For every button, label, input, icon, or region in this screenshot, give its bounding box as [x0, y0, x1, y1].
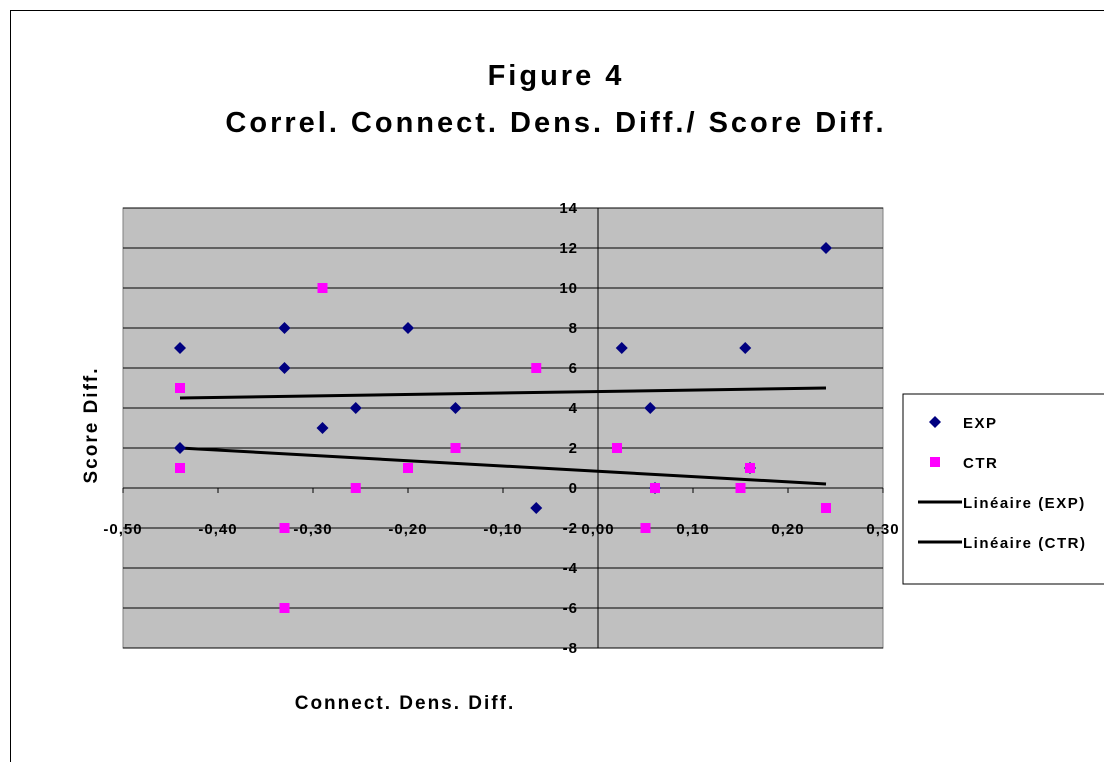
exp-point [449, 402, 462, 414]
y-tick-label: -8 [563, 640, 578, 657]
x-tick-label: -0,40 [198, 521, 237, 538]
x-tick-label: -0,10 [483, 521, 522, 538]
y-tick-label: 6 [569, 360, 578, 377]
y-tick-label: 2 [569, 440, 578, 457]
ctr-point [650, 483, 660, 493]
ctr-point [317, 283, 328, 293]
y-tick-label: 8 [569, 320, 578, 337]
ctr-point [175, 383, 185, 393]
exp-point [349, 402, 362, 414]
exp-point [174, 442, 186, 454]
y-tick-label: -4 [563, 560, 578, 577]
ctr-point [821, 503, 831, 513]
y-tick-label: 4 [569, 400, 578, 417]
y-tick-label: -2 [563, 520, 578, 537]
y-tick-label: 14 [559, 200, 578, 217]
chart-subtitle: Correl. Connect. Dens. Diff./ Score Diff… [225, 107, 886, 139]
data-points [174, 242, 832, 613]
trendlines [179, 386, 827, 486]
exp-point [615, 342, 628, 354]
exp-point [402, 322, 414, 334]
y-tick-label: 12 [559, 240, 578, 257]
ctr-point [350, 483, 361, 493]
ctr-point [279, 523, 290, 533]
exp-point [644, 402, 657, 414]
exp-point [820, 242, 832, 254]
ctr-point [175, 463, 185, 473]
ctr-point [450, 443, 461, 453]
legend-label: EXP [963, 415, 998, 432]
ctr-point [279, 603, 290, 613]
exp-point [530, 502, 543, 514]
x-tick-label: 0,30 [866, 521, 899, 538]
ctr-point [612, 443, 622, 453]
ctr-point [735, 483, 746, 493]
legend-label: Linéaire (CTR) [963, 535, 1087, 552]
x-tick-label: -0,20 [388, 521, 427, 538]
legend-marker [929, 416, 941, 428]
x-tick-label: -0,30 [293, 521, 332, 538]
axes [122, 207, 884, 649]
chart-frame [10, 10, 1104, 762]
y-tick-label: 10 [559, 280, 578, 297]
legend-label: Linéaire (EXP) [963, 495, 1086, 512]
exp-point [174, 342, 186, 354]
exp-point [739, 342, 752, 354]
x-axis-label: Connect. Dens. Diff. [295, 693, 516, 714]
exp-point [278, 362, 291, 374]
exp-point [278, 322, 291, 334]
tick-labels: -8 -6 -4 -2 0 2 4 6 8 10 12 14 -0,50 -0,40 -0,30 -0,20 -… [103, 200, 899, 657]
x-tick-label: 0,10 [676, 521, 709, 538]
y-tick-label: 0 [569, 480, 578, 497]
ctr-point [745, 463, 755, 473]
trendline [179, 386, 827, 400]
legend-marker [930, 457, 940, 467]
chart-title: Figure 4 [488, 60, 625, 92]
x-tick-label: 0,00 [581, 521, 614, 538]
y-tick-label: -6 [563, 600, 578, 617]
y-axis-label: Score Diff. [81, 366, 102, 483]
ctr-point [531, 363, 542, 373]
trendline [179, 446, 827, 486]
legend-label: CTR [963, 455, 998, 472]
x-tick-label: -0,50 [103, 521, 142, 538]
exp-point [316, 422, 329, 434]
x-tick-label: 0,20 [771, 521, 804, 538]
plot-area [122, 207, 884, 649]
ctr-point [403, 463, 413, 473]
legend-entries: EXP CTR Linéaire (EXP) Linéaire (CTR) [918, 415, 1087, 552]
ctr-point [640, 523, 651, 533]
